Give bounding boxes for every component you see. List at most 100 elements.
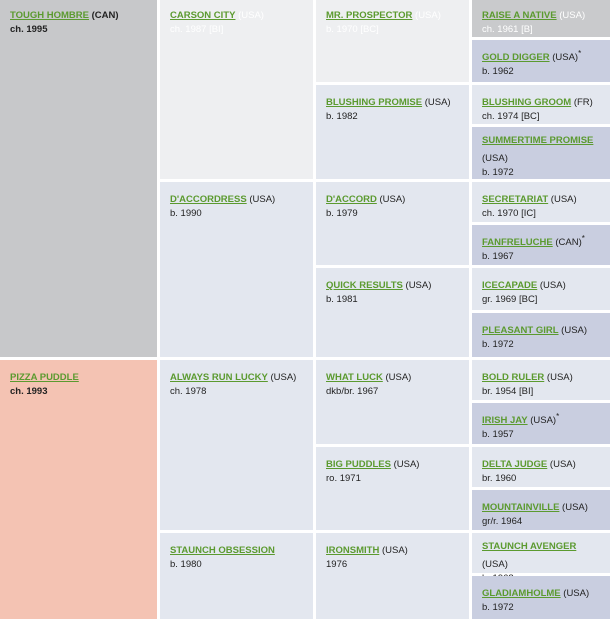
horse-info: b. 1981	[326, 294, 358, 306]
horse-name-link[interactable]: WHAT LUCK	[326, 372, 383, 384]
horse-name-link[interactable]: IRONSMITH	[326, 545, 380, 557]
horse-name-link[interactable]: IRISH JAY	[482, 415, 528, 427]
horse-name-link[interactable]: BLUSHING PROMISE	[326, 97, 423, 109]
horse-name-link[interactable]: GOLD DIGGER	[482, 52, 550, 64]
horse-name-link[interactable]: ICECAPADE	[482, 280, 538, 292]
horse-entry: MOUNTAINVILLE (USA)	[482, 497, 600, 515]
horse-entry: STAUNCH OBSESSION	[170, 540, 303, 558]
pedigree-cell: WHAT LUCK (USA) dkb/br. 1967	[316, 360, 469, 444]
horse-entry: D'ACCORDRESS (USA)	[170, 189, 303, 207]
horse-country: (USA)	[546, 372, 573, 384]
horse-entry: GLADIAMHOLME (USA)	[482, 583, 600, 601]
horse-country: (USA)	[381, 545, 408, 557]
horse-entry: SUMMERTIME PROMISE (USA)	[482, 134, 600, 166]
horse-name-link[interactable]: MR. PROSPECTOR	[326, 10, 413, 22]
horse-name-link[interactable]: PIZZA PUDDLE	[10, 372, 79, 384]
horse-name-link[interactable]: D'ACCORD	[326, 194, 377, 206]
horse-name-link[interactable]: MOUNTAINVILLE	[482, 502, 560, 514]
horse-info: ch. 1987 [BI]	[170, 24, 224, 36]
horse-name-link[interactable]: CARSON CITY	[170, 10, 236, 22]
pedigree-cell: IRONSMITH (USA) 1976	[316, 533, 469, 619]
horse-country: (USA)	[559, 10, 586, 22]
horse-name-link[interactable]: PLEASANT GIRL	[482, 325, 559, 337]
pedigree-cell: D'ACCORDRESS (USA) b. 1990	[160, 182, 313, 357]
horse-info: b. 1962	[482, 66, 514, 78]
horse-info: b. 1980	[170, 559, 202, 571]
horse-entry: ICECAPADE (USA)	[482, 275, 600, 293]
horse-name-link[interactable]: D'ACCORDRESS	[170, 194, 247, 206]
horse-name-link[interactable]: RAISE A NATIVE	[482, 10, 557, 22]
horse-name-link[interactable]: STAUNCH OBSESSION	[170, 545, 275, 557]
horse-info: gr/r. 1964	[482, 516, 523, 528]
horse-info: b. 1979	[326, 208, 358, 220]
horse-name-link[interactable]: BLUSHING GROOM	[482, 97, 572, 109]
horse-name-link[interactable]: BOLD RULER	[482, 372, 545, 384]
horse-country: (USA)	[482, 559, 508, 571]
horse-entry: STAUNCH AVENGER (USA)	[482, 540, 600, 572]
horse-name-link[interactable]: TOUGH HOMBRE	[10, 10, 89, 22]
horse-country: (USA)	[424, 97, 451, 109]
pedigree-cell: TOUGH HOMBRE (CAN) ch. 1995	[0, 0, 157, 357]
pedigree-cell: STAUNCH OBSESSION b. 1980	[160, 533, 313, 619]
horse-country: (USA)	[270, 372, 297, 384]
horse-name-link[interactable]: GLADIAMHOLME	[482, 588, 561, 600]
pedigree-cell: CARSON CITY (USA) ch. 1987 [BI]	[160, 0, 313, 179]
horse-country: (FR)	[573, 97, 593, 109]
horse-name-link[interactable]: SECRETARIAT	[482, 194, 549, 206]
horse-country: (USA)	[552, 52, 579, 64]
horse-info: b. 1970 [BC]	[326, 24, 379, 36]
pedigree-cell: SUMMERTIME PROMISE (USA) b. 1972	[472, 127, 610, 179]
pedigree-cell: MR. PROSPECTOR (USA) b. 1970 [BC]	[316, 0, 469, 82]
horse-name-link[interactable]: QUICK RESULTS	[326, 280, 403, 292]
horse-info: ch. 1978	[170, 386, 207, 398]
horse-entry: DELTA JUDGE (USA)	[482, 454, 600, 472]
horse-country: (USA)	[539, 280, 566, 292]
horse-country: (USA)	[385, 372, 412, 384]
horse-name-link[interactable]: SUMMERTIME PROMISE	[482, 135, 594, 146]
horse-entry: PIZZA PUDDLE	[10, 367, 147, 385]
horse-info: br. 1960	[482, 473, 517, 485]
horse-country: (USA)	[550, 194, 577, 206]
horse-country: (USA)	[238, 10, 264, 22]
horse-name-link[interactable]: FANFRELUCHE	[482, 237, 553, 249]
horse-name-link[interactable]: STAUNCH AVENGER	[482, 541, 577, 552]
horse-entry: D'ACCORD (USA)	[326, 189, 459, 207]
horse-country: (USA)	[405, 280, 432, 292]
horse-entry: IRISH JAY (USA)*	[482, 410, 600, 428]
horse-info: b. 1972	[482, 602, 514, 614]
horse-entry: GOLD DIGGER (USA)*	[482, 47, 600, 65]
horse-entry: PLEASANT GIRL (USA)	[482, 320, 600, 338]
pedigree-cell: BIG PUDDLES (USA) ro. 1971	[316, 447, 469, 530]
horse-country: (USA)	[379, 194, 406, 206]
pedigree-cell: SECRETARIAT (USA) ch. 1970 [IC]	[472, 182, 610, 222]
horse-info: br. 1954 [BI]	[482, 386, 534, 398]
horse-info: ch. 1970 [IC]	[482, 208, 536, 220]
horse-entry: CARSON CITY (USA)	[170, 5, 303, 23]
horse-country: (USA)	[563, 588, 590, 600]
horse-info: b. 1990	[170, 208, 202, 220]
pedigree-cell: D'ACCORD (USA) b. 1979	[316, 182, 469, 265]
horse-entry: SECRETARIAT (USA)	[482, 189, 600, 207]
horse-country: (USA)	[562, 502, 588, 514]
horse-country: (USA)	[530, 415, 557, 427]
horse-name-link[interactable]: BIG PUDDLES	[326, 459, 391, 471]
pedigree-cell: BLUSHING PROMISE (USA) b. 1982	[316, 85, 469, 179]
horse-info: ch. 1974 [BC]	[482, 111, 540, 123]
horse-country: (USA)	[561, 325, 588, 337]
pedigree-cell: QUICK RESULTS (USA) b. 1981	[316, 268, 469, 357]
horse-country: (USA)	[249, 194, 276, 206]
horse-name-link[interactable]: DELTA JUDGE	[482, 459, 548, 471]
horse-name-link[interactable]: ALWAYS RUN LUCKY	[170, 372, 268, 384]
pedigree-cell: FANFRELUCHE (CAN)* b. 1967	[472, 225, 610, 265]
pedigree-cell: ICECAPADE (USA) gr. 1969 [BC]	[472, 268, 610, 310]
pedigree-cell: MOUNTAINVILLE (USA) gr/r. 1964	[472, 490, 610, 530]
pedigree-cell: RAISE A NATIVE (USA) ch. 1961 [B]	[472, 0, 610, 37]
horse-country: (CAN)	[91, 10, 119, 22]
horse-entry: BLUSHING GROOM (FR)	[482, 92, 600, 110]
pedigree-cell: PIZZA PUDDLE ch. 1993	[0, 360, 157, 619]
pedigree-cell: BLUSHING GROOM (FR) ch. 1974 [BC]	[472, 85, 610, 124]
horse-info: ch. 1961 [B]	[482, 24, 533, 36]
horse-info: b. 1982	[326, 111, 358, 123]
horse-asterisk: *	[556, 412, 560, 421]
horse-entry: BIG PUDDLES (USA)	[326, 454, 459, 472]
